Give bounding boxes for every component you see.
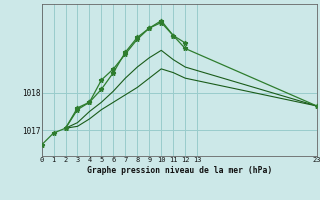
X-axis label: Graphe pression niveau de la mer (hPa): Graphe pression niveau de la mer (hPa): [87, 166, 272, 175]
